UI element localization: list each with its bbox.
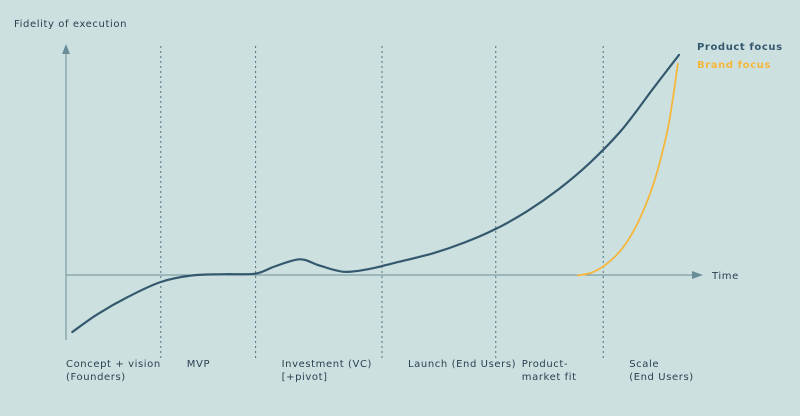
phase-label: MVP <box>187 359 210 370</box>
series-label: Product focus <box>697 42 783 53</box>
series-line-product-focus <box>71 53 681 334</box>
phase-label: Concept + vision (Founders) <box>66 359 161 383</box>
phase-label: Investment (VC) [+pivot] <box>282 359 372 383</box>
phase-label: Scale (End Users) <box>629 359 694 383</box>
phase-label: Launch (End Users) <box>408 359 516 370</box>
x-axis-label: Time <box>711 271 739 282</box>
phase-labels: Concept + vision (Founders) MVP Investment … <box>66 359 694 383</box>
series-line-brand-focus <box>577 62 679 277</box>
y-axis-label: Fidelity of execution <box>14 19 127 30</box>
x-axis-arrow-icon <box>692 271 703 279</box>
series-group: Product focus Brand focus <box>71 42 783 334</box>
series-label: Brand focus <box>697 60 771 71</box>
phase-dividers <box>160 46 604 358</box>
phase-label: Product-market fit <box>522 359 577 383</box>
y-axis-arrow-icon <box>62 44 70 54</box>
